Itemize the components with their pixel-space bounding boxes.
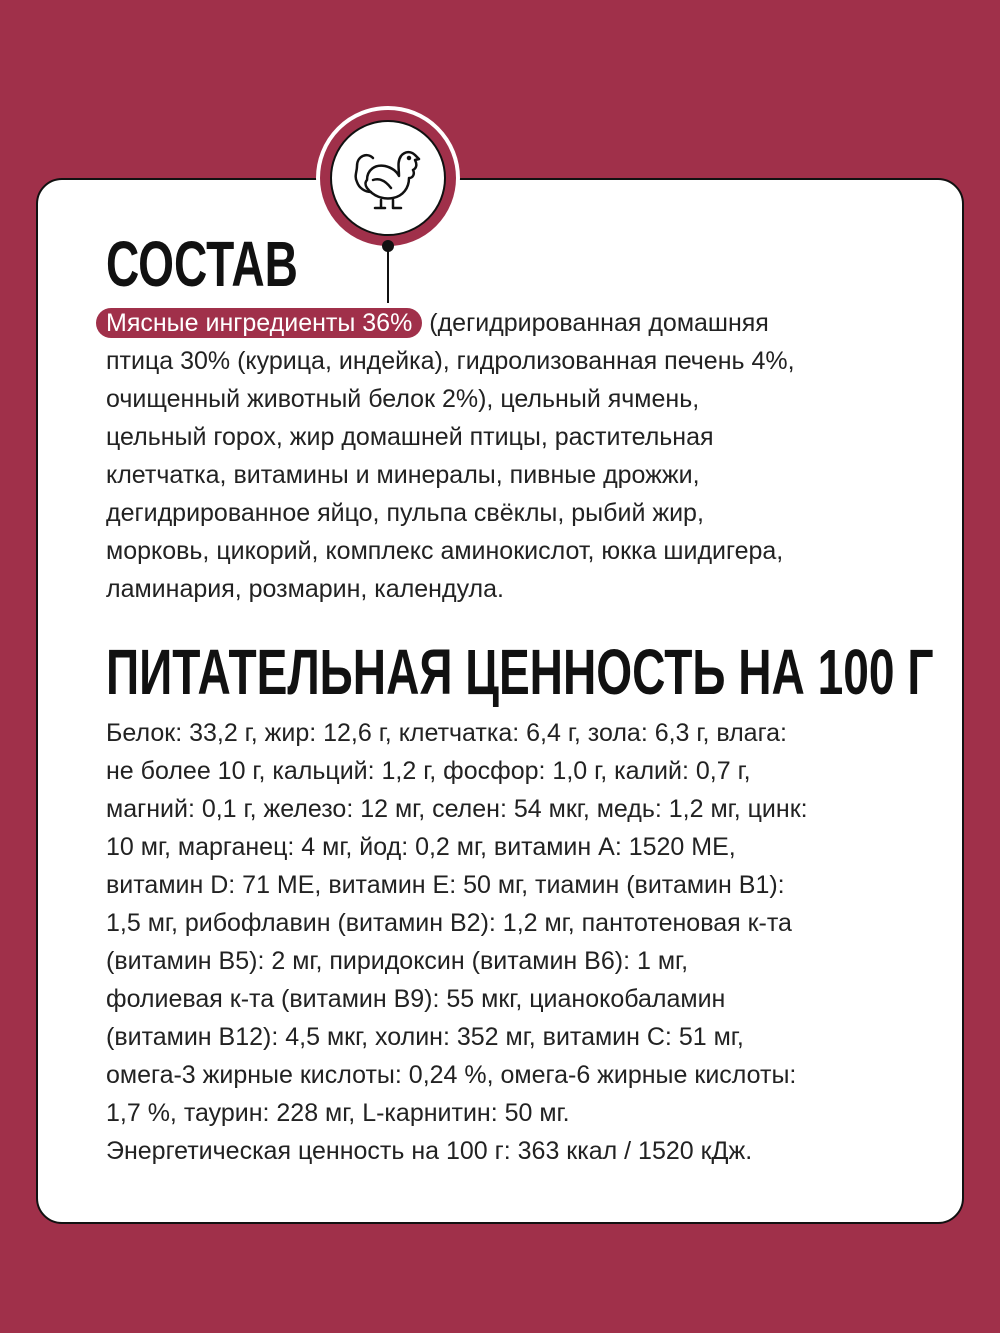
text-line: очищенный животный белок 2%), цельный яч… — [106, 385, 700, 413]
nutrition-text: Белок: 33,2 г, жир: 12,6 г, клетчатка: 6… — [106, 714, 808, 1170]
text-line: витамин D: 71 МЕ, витамин Е: 50 мг, тиам… — [106, 871, 785, 899]
text-line: морковь, цикорий, комплекс аминокислот, … — [106, 537, 784, 565]
text-line: 10 мг, марганец: 4 мг, йод: 0,2 мг, вита… — [106, 833, 736, 861]
composition-title: СОСТАВ — [106, 228, 298, 300]
text-line: 1,5 мг, рибофлавин (витамин В2): 1,2 мг,… — [106, 909, 792, 937]
text-line: магний: 0,1 г, железо: 12 мг, селен: 54 … — [106, 795, 808, 823]
text-line: Белок: 33,2 г, жир: 12,6 г, клетчатка: 6… — [106, 719, 787, 747]
composition-text: Мясные ингредиенты 36% (дегидрированная … — [96, 304, 795, 608]
text-line: фолиевая к-та (витамин В9): 55 мкг, циан… — [106, 985, 726, 1013]
text-line: (витамин В5): 2 мг, пиридоксин (витамин … — [106, 947, 689, 975]
text-line: 1,7 %, таурин: 228 мг, L-карнитин: 50 мг… — [106, 1099, 570, 1127]
icon-badge — [316, 106, 460, 250]
turkey-icon — [354, 150, 421, 210]
text-line: не более 10 г, кальций: 1,2 г, фосфор: 1… — [106, 757, 751, 785]
info-card — [36, 178, 964, 1224]
text-line: дегидрированное яйцо, пульпа свёклы, рыб… — [106, 499, 704, 527]
connector-line — [387, 245, 389, 303]
nutrition-title: ПИТАТЕЛЬНАЯ ЦЕННОСТЬ НА 100 Г — [106, 636, 934, 708]
text-line: ламинария, розмарин, календула. — [106, 575, 504, 603]
text-line: омега-3 жирные кислоты: 0,24 %, омега-6 … — [106, 1061, 797, 1089]
connector-dot — [382, 240, 394, 252]
meat-highlight-badge: Мясные ингредиенты 36% — [96, 308, 423, 338]
text-line: птица 30% (курица, индейка), гидролизова… — [106, 347, 795, 375]
text-line: Энергетическая ценность на 100 г: 363 кк… — [106, 1137, 753, 1165]
text-line: (дегидрированная домашняя — [422, 309, 769, 337]
text-line: цельный горох, жир домашней птицы, расти… — [106, 423, 714, 451]
text-line: клетчатка, витамины и минералы, пивные д… — [106, 461, 700, 489]
text-line: (витамин В12): 4,5 мкг, холин: 352 мг, в… — [106, 1023, 744, 1051]
